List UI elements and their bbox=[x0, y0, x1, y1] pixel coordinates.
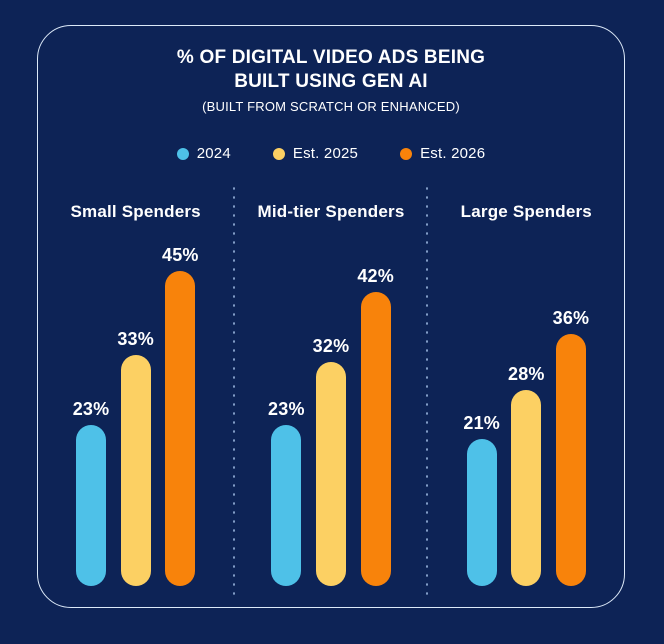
chart-header: % OF DIGITAL VIDEO ADS BEING BUILT USING… bbox=[38, 46, 624, 114]
legend: 2024 Est. 2025 Est. 2026 bbox=[38, 145, 624, 162]
bar-col-mid-est-2025: 32% bbox=[313, 336, 350, 586]
group-divider-2 bbox=[426, 184, 428, 601]
bar-col-large-2024: 21% bbox=[463, 413, 500, 586]
bar-small-2024 bbox=[76, 425, 107, 586]
bar-mid-est-2026 bbox=[360, 292, 391, 586]
bar-value-mid-est-2026: 42% bbox=[357, 266, 394, 286]
chart-subtitle: (BUILT FROM SCRATCH OR ENHANCED) bbox=[202, 99, 460, 114]
bar-col-small-2024: 23% bbox=[73, 399, 110, 586]
infographic-frame: % OF DIGITAL VIDEO ADS BEING BUILT USING… bbox=[37, 25, 625, 608]
chart-area: Small Spenders 23% 33% 45% Mid-tier Spen… bbox=[38, 202, 624, 586]
bar-small-est-2025 bbox=[120, 355, 151, 586]
bar-value-small-2024: 23% bbox=[72, 399, 110, 419]
bar-large-est-2026 bbox=[555, 334, 586, 586]
bar-col-mid-2024: 23% bbox=[268, 399, 305, 586]
bar-col-large-est-2025: 28% bbox=[508, 364, 545, 586]
bar-large-2024 bbox=[466, 439, 497, 586]
legend-dot-2024-icon bbox=[176, 147, 189, 160]
bar-large-est-2025 bbox=[511, 390, 542, 586]
bars-large-spenders: 21% 28% 36% bbox=[429, 308, 624, 586]
group-label-mid-tier-spenders: Mid-tier Spenders bbox=[257, 202, 405, 221]
group-small-spenders: Small Spenders 23% 33% 45% bbox=[38, 202, 233, 586]
bar-mid-2024 bbox=[271, 425, 302, 586]
group-divider-1 bbox=[233, 184, 235, 601]
bar-col-mid-est-2026: 42% bbox=[357, 266, 394, 586]
legend-dot-est-2026-icon bbox=[400, 147, 413, 160]
legend-label-2024: 2024 bbox=[196, 145, 231, 162]
bar-col-small-est-2025: 33% bbox=[117, 329, 154, 586]
legend-label-est-2026: Est. 2026 bbox=[420, 145, 486, 162]
chart-title-line1: % OF DIGITAL VIDEO ADS BEING bbox=[176, 47, 486, 68]
bars-mid-tier-spenders: 23% 32% 42% bbox=[233, 266, 428, 586]
bar-col-small-est-2026: 45% bbox=[162, 245, 199, 586]
bar-value-large-2024: 21% bbox=[463, 413, 500, 433]
chart-title-line2: BUILT USING GEN AI bbox=[234, 71, 428, 92]
legend-item-2024: 2024 bbox=[176, 145, 231, 162]
legend-item-est-2026: Est. 2026 bbox=[400, 145, 485, 162]
bar-value-large-est-2025: 28% bbox=[508, 364, 545, 384]
bar-small-est-2026 bbox=[165, 271, 196, 586]
group-large-spenders: Large Spenders 21% 28% 36% bbox=[429, 202, 624, 586]
group-label-small-spenders: Small Spenders bbox=[70, 202, 201, 221]
bar-value-mid-2024: 23% bbox=[268, 399, 305, 419]
bar-value-large-est-2026: 36% bbox=[552, 308, 590, 328]
group-mid-tier-spenders: Mid-tier Spenders 23% 32% 42% bbox=[233, 202, 428, 586]
bar-mid-est-2025 bbox=[315, 362, 346, 586]
legend-item-est-2025: Est. 2025 bbox=[272, 145, 359, 162]
bar-value-small-est-2026: 45% bbox=[161, 245, 199, 265]
legend-label-est-2025: Est. 2025 bbox=[292, 145, 359, 162]
legend-dot-est-2025-icon bbox=[272, 147, 285, 160]
bars-small-spenders: 23% 33% 45% bbox=[38, 245, 233, 586]
bar-value-mid-est-2025: 32% bbox=[312, 336, 350, 356]
bar-col-large-est-2026: 36% bbox=[553, 308, 590, 586]
bar-value-small-est-2025: 33% bbox=[117, 329, 154, 349]
group-label-large-spenders: Large Spenders bbox=[460, 202, 592, 221]
